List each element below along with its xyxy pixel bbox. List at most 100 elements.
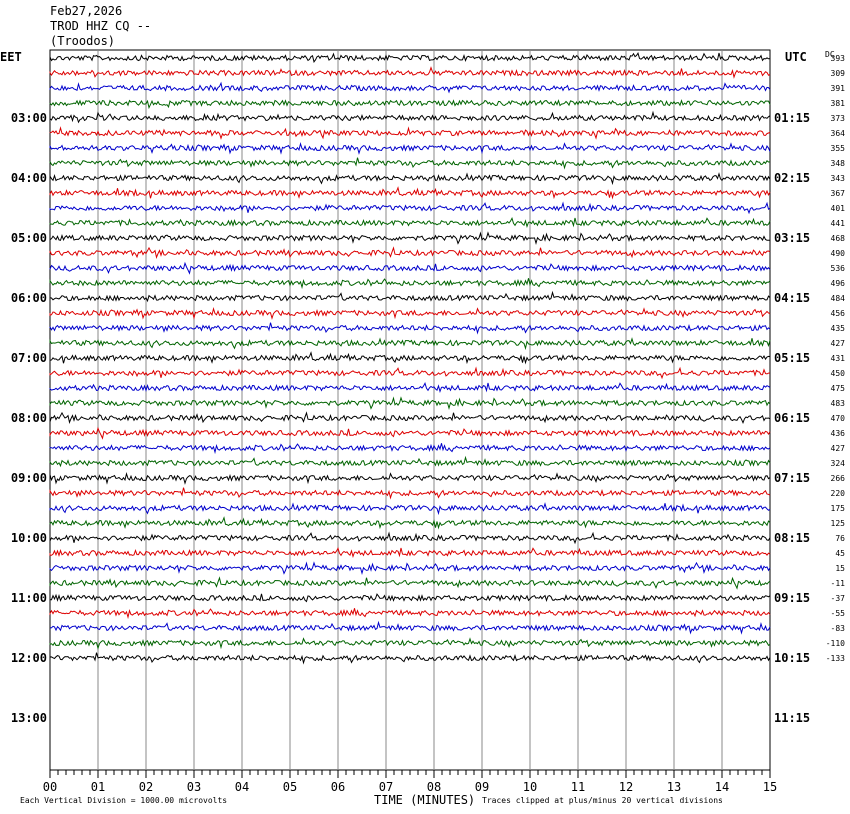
dc-offset-label: 536 [831, 264, 846, 273]
plot-frame [49, 49, 771, 771]
seismic-trace-32 [49, 531, 771, 545]
x-axis-label: TIME (MINUTES) [374, 793, 476, 807]
seismic-trace-29 [49, 487, 771, 500]
x-axis: 00 01 02 03 04 05 06 07 08 09 10 11 12 13 14 15 [43, 770, 777, 794]
right-hour-label: 01:15 [774, 111, 810, 125]
right-hour-label: 04:15 [774, 291, 810, 305]
station-location: (Troodos) [50, 34, 116, 48]
left-hour-label: 05:00 [11, 231, 47, 245]
seismic-trace-36 [49, 593, 771, 603]
x-tick-label: 02 [139, 780, 153, 794]
dc-offset-label: 355 [831, 144, 846, 153]
right-hour-labels: 01:15 02:15 03:15 04:15 05:15 06:15 07:15 08:15… [774, 111, 810, 725]
left-hour-label: 07:00 [11, 351, 47, 365]
right-hour-label: 03:15 [774, 231, 810, 245]
seismic-trace-14 [49, 261, 771, 275]
x-tick-label: 11 [571, 780, 585, 794]
right-hour-label: 06:15 [774, 411, 810, 425]
seismic-trace-17 [49, 306, 771, 320]
seismic-trace-23 [49, 396, 771, 411]
seismic-trace-31 [49, 516, 771, 530]
right-hour-label: 05:15 [774, 351, 810, 365]
seismic-trace-11 [49, 216, 771, 229]
seismic-trace-30 [49, 502, 771, 516]
seismic-trace-37 [49, 608, 771, 620]
dc-offset-label: 484 [831, 294, 846, 303]
x-tick-label: 14 [715, 780, 729, 794]
seismic-trace-1 [49, 66, 771, 79]
seismic-trace-13 [49, 246, 771, 259]
seismic-trace-10 [49, 201, 771, 215]
x-tick-label: 00 [43, 780, 57, 794]
left-hour-label: 08:00 [11, 411, 47, 425]
dc-offset-label: 15 [835, 564, 845, 573]
dc-offset-label: 373 [831, 114, 846, 123]
dc-offset-label: 435 [831, 324, 846, 333]
left-hour-label: 06:00 [11, 291, 47, 305]
seismic-trace-20 [49, 351, 771, 365]
dc-offset-label: 381 [831, 99, 846, 108]
right-hour-label: 07:15 [774, 471, 810, 485]
dc-offset-label: 367 [831, 189, 846, 198]
dc-offset-label: 431 [831, 354, 846, 363]
right-hour-label: 09:15 [774, 591, 810, 605]
x-tick-label: 10 [523, 780, 537, 794]
seismic-trace-19 [49, 337, 771, 351]
x-tick-label: 05 [283, 780, 297, 794]
seismic-trace-12 [49, 231, 770, 246]
seismic-trace-21 [49, 366, 771, 380]
dc-offset-header: DC [825, 50, 835, 59]
x-tick-label: 07 [379, 780, 393, 794]
dc-offset-label: 483 [831, 399, 846, 408]
dc-offset-label: 393 [831, 54, 846, 63]
x-tick-label: 15 [763, 780, 777, 794]
x-tick-label: 04 [235, 780, 249, 794]
dc-offset-label: 475 [831, 384, 846, 393]
dc-offset-label: -37 [831, 594, 846, 603]
x-tick-label: 12 [619, 780, 633, 794]
seismic-trace-6 [49, 141, 771, 155]
dc-offset-label: -83 [831, 624, 846, 633]
dc-offset-label: 125 [831, 519, 846, 528]
x-tick-label: 03 [187, 780, 201, 794]
dc-offset-label: -133 [826, 654, 845, 663]
time-gridlines [49, 49, 771, 771]
plot-date: Feb27,2026 [50, 4, 123, 18]
seismic-trace-16 [49, 290, 771, 303]
dc-offset-label: -110 [826, 639, 845, 648]
seismic-trace-2 [49, 81, 771, 94]
x-tick-label: 09 [475, 780, 489, 794]
seismic-trace-35 [49, 576, 771, 590]
seismic-trace-34 [49, 561, 771, 576]
seismic-trace-8 [49, 172, 771, 186]
dc-offset-label: -11 [831, 579, 846, 588]
seismic-trace-5 [49, 126, 771, 140]
seismic-traces [49, 52, 771, 665]
dc-offset-label: 496 [831, 279, 846, 288]
right-hour-label: 10:15 [774, 651, 810, 665]
dc-offset-label: 266 [831, 474, 846, 483]
dc-offset-label: 456 [831, 309, 846, 318]
dc-offset-label: 364 [831, 129, 846, 138]
seismic-trace-9 [49, 186, 771, 200]
left-hour-label: 12:00 [11, 651, 47, 665]
dc-offset-label: 309 [831, 69, 846, 78]
x-tick-label: 08 [427, 780, 441, 794]
seismic-trace-28 [49, 471, 771, 485]
dc-offset-label: -55 [831, 609, 846, 618]
x-tick-label: 13 [667, 780, 681, 794]
dc-offset-label: 324 [831, 459, 846, 468]
dc-offset-labels: 393 309 391 381 373 364 355 348 343 367 401 441 468 4… [826, 54, 845, 663]
dc-offset-label: 45 [835, 549, 845, 558]
seismic-trace-33 [49, 546, 771, 559]
dc-offset-label: 427 [831, 444, 846, 453]
seismic-trace-39 [49, 637, 771, 650]
scale-note: Each Vertical Division = 1000.00 microvo… [20, 796, 228, 805]
dc-offset-label: 441 [831, 219, 846, 228]
seismic-trace-18 [49, 322, 771, 335]
right-hour-label: 02:15 [774, 171, 810, 185]
x-tick-label: 06 [331, 780, 345, 794]
right-timezone-label: UTC [785, 50, 807, 64]
left-hour-label: 09:00 [11, 471, 47, 485]
